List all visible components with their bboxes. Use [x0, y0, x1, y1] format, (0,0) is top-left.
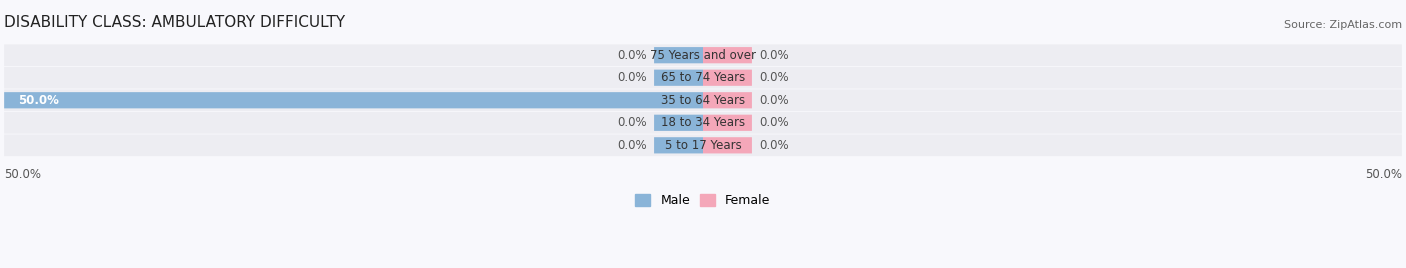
FancyBboxPatch shape [4, 135, 1402, 156]
Text: 0.0%: 0.0% [759, 71, 789, 84]
Text: 0.0%: 0.0% [617, 71, 647, 84]
FancyBboxPatch shape [703, 137, 752, 154]
Text: 35 to 64 Years: 35 to 64 Years [661, 94, 745, 107]
FancyBboxPatch shape [703, 70, 752, 86]
FancyBboxPatch shape [4, 112, 1402, 134]
Text: 0.0%: 0.0% [759, 94, 789, 107]
Text: Source: ZipAtlas.com: Source: ZipAtlas.com [1284, 20, 1402, 30]
Text: DISABILITY CLASS: AMBULATORY DIFFICULTY: DISABILITY CLASS: AMBULATORY DIFFICULTY [4, 16, 346, 30]
Text: 18 to 34 Years: 18 to 34 Years [661, 116, 745, 129]
FancyBboxPatch shape [654, 47, 703, 63]
Text: 0.0%: 0.0% [759, 116, 789, 129]
Text: 50.0%: 50.0% [4, 168, 41, 181]
FancyBboxPatch shape [654, 115, 703, 131]
FancyBboxPatch shape [703, 47, 752, 63]
Text: 65 to 74 Years: 65 to 74 Years [661, 71, 745, 84]
Text: 5 to 17 Years: 5 to 17 Years [665, 139, 741, 152]
Text: 0.0%: 0.0% [759, 49, 789, 62]
FancyBboxPatch shape [4, 67, 1402, 88]
Text: 0.0%: 0.0% [617, 139, 647, 152]
FancyBboxPatch shape [4, 92, 703, 108]
FancyBboxPatch shape [703, 92, 752, 108]
Text: 0.0%: 0.0% [759, 139, 789, 152]
Text: 50.0%: 50.0% [18, 94, 59, 107]
Text: 75 Years and over: 75 Years and over [650, 49, 756, 62]
FancyBboxPatch shape [654, 137, 703, 154]
Text: 50.0%: 50.0% [1365, 168, 1402, 181]
Text: 0.0%: 0.0% [617, 116, 647, 129]
Legend: Male, Female: Male, Female [630, 189, 776, 212]
FancyBboxPatch shape [654, 70, 703, 86]
Text: 0.0%: 0.0% [617, 49, 647, 62]
FancyBboxPatch shape [4, 90, 1402, 111]
FancyBboxPatch shape [703, 115, 752, 131]
FancyBboxPatch shape [4, 44, 1402, 66]
